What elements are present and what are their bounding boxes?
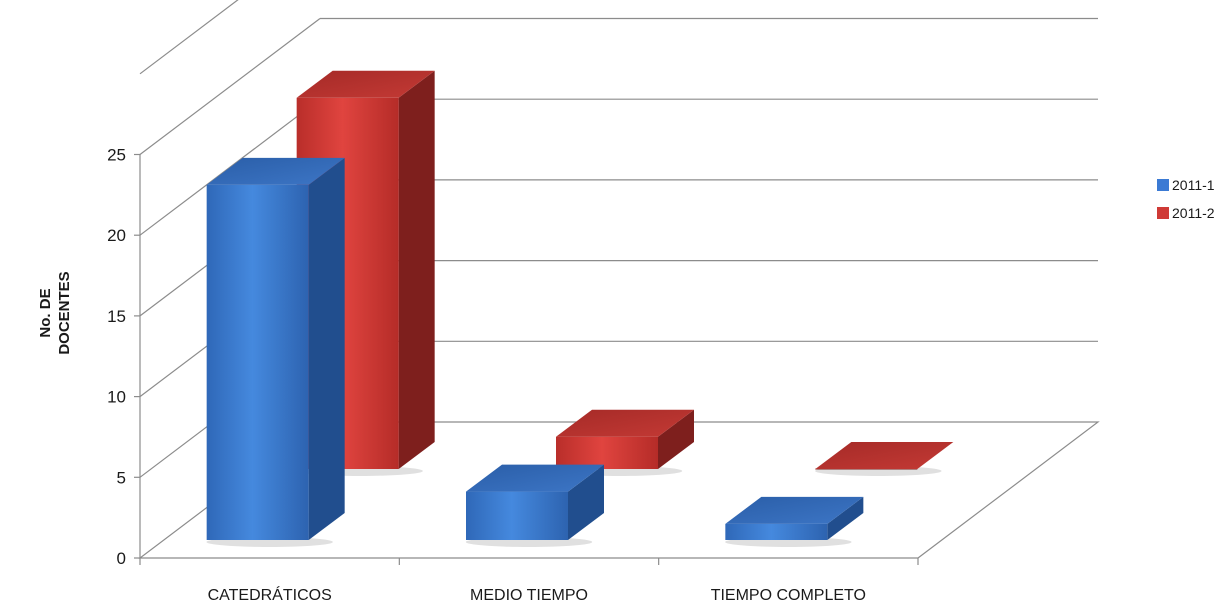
bar-top <box>206 157 345 185</box>
legend-swatch <box>1157 207 1169 219</box>
labels-layer: No. DE DOCENTES 0 5 10 15 20 25 CATEDRÁTICOS ME… <box>37 146 866 603</box>
bar-front <box>206 184 309 541</box>
legend-label: 2011-2 <box>1172 205 1215 221</box>
side-gridline <box>139 0 239 75</box>
bar-top <box>296 70 435 98</box>
bar-top <box>466 464 604 492</box>
y-tick-label: 25 <box>107 146 126 165</box>
bar-2011-1-CATEDRÁTICOS <box>206 157 345 547</box>
bars-layer <box>206 70 954 547</box>
bar-top <box>556 409 694 437</box>
bar-side <box>308 157 345 541</box>
y-tick-label: 5 <box>117 468 126 487</box>
x-category-label: MEDIO TIEMPO <box>470 587 588 603</box>
legend: 2011-1 2011-2 <box>1157 177 1215 221</box>
bar-2011-1-MEDIO TIEMPO <box>465 464 604 547</box>
y-tick-label: 20 <box>107 226 126 245</box>
side-gridline <box>139 98 321 236</box>
y-tick-label: 10 <box>107 388 126 407</box>
bar-side <box>658 409 694 469</box>
y-tick-label: 15 <box>107 307 126 326</box>
bar-front <box>466 491 568 540</box>
bar-top <box>725 496 864 524</box>
bar-front <box>725 523 828 540</box>
bar-front <box>556 436 658 469</box>
y-axis-label-line-2: DOCENTES <box>56 271 73 354</box>
bar-side <box>568 464 604 540</box>
side-gridline <box>139 18 321 155</box>
y-tick-label: 0 <box>117 549 126 568</box>
y-axis-label-line-1: No. DE <box>37 288 54 337</box>
bar-side <box>398 70 435 469</box>
legend-item-2011-2: 2011-2 <box>1157 205 1215 221</box>
legend-swatch <box>1157 179 1169 191</box>
bar-side <box>827 496 864 540</box>
bar-2011-2-MEDIO TIEMPO <box>555 409 694 476</box>
bar-2011-2-TIEMPO COMPLETO <box>815 442 954 476</box>
legend-item-2011-1: 2011-1 <box>1157 177 1215 193</box>
legend-label: 2011-1 <box>1172 177 1215 193</box>
bar-2011-1-TIEMPO COMPLETO <box>725 496 864 547</box>
x-category-label: CATEDRÁTICOS <box>208 585 332 603</box>
bar-top <box>815 442 954 469</box>
x-category-label: TIEMPO COMPLETO <box>711 587 866 603</box>
